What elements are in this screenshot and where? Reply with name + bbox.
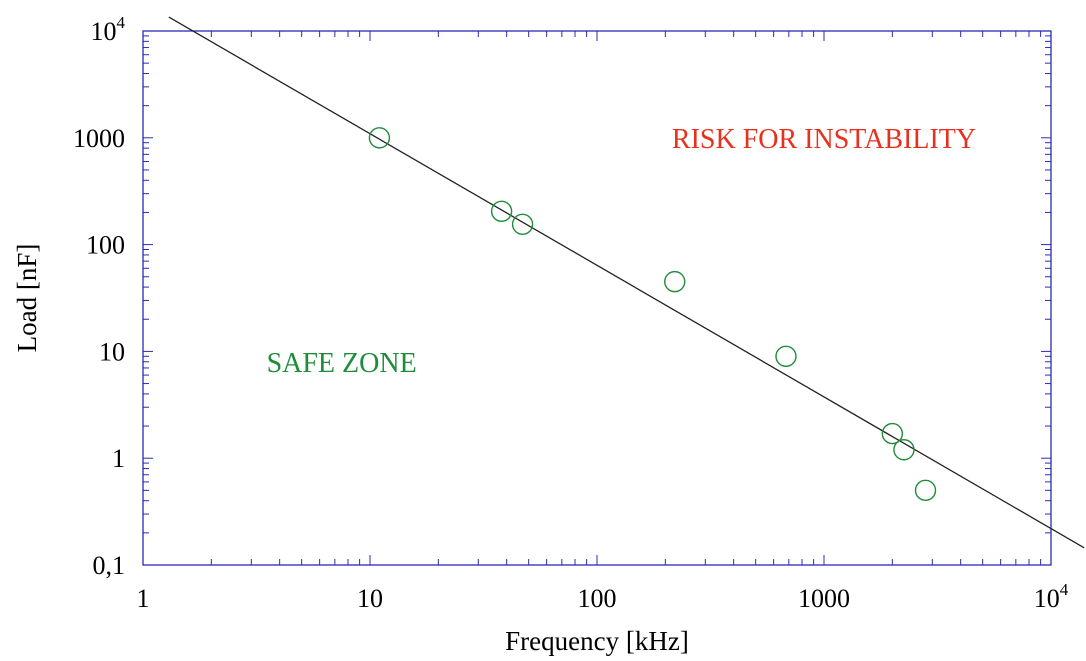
x-axis-title: Frequency [kHz] bbox=[505, 626, 689, 656]
y-axis-title: Load [nF] bbox=[12, 244, 42, 353]
data-point bbox=[881, 422, 904, 445]
annotations: RISK FOR INSTABILITY SAFE ZONE bbox=[267, 124, 977, 379]
x-tick-label: 104 bbox=[1034, 580, 1069, 613]
y-tick-label: 10 bbox=[99, 337, 125, 366]
y-tick-label: 1 bbox=[112, 444, 125, 473]
data-point bbox=[893, 439, 915, 461]
x-minor-ticks bbox=[142, 31, 1042, 565]
data-point bbox=[914, 479, 937, 502]
x-tick-label: 1 bbox=[137, 584, 150, 613]
y-tick-label: 1000 bbox=[73, 124, 125, 153]
y-minor-ticks bbox=[143, 35, 1051, 566]
data-point bbox=[490, 200, 513, 223]
y-tick-labels: 0,1 1 10 100 1000 104 bbox=[73, 13, 126, 580]
plot-frame bbox=[142, 30, 1052, 566]
annotation-safe: SAFE ZONE bbox=[267, 348, 417, 379]
x-tick-label: 100 bbox=[578, 584, 617, 613]
annotation-risk: RISK FOR INSTABILITY bbox=[672, 124, 976, 155]
data-point bbox=[368, 127, 391, 149]
y-tick-label: 100 bbox=[86, 231, 125, 260]
x-tick-label: 10 bbox=[357, 584, 383, 613]
data-point bbox=[511, 213, 534, 235]
plot-border bbox=[142, 30, 1052, 566]
x-tick-labels: 1 10 100 1000 104 bbox=[137, 580, 1069, 613]
y-tick-label: 104 bbox=[91, 13, 126, 46]
y-tick-label: 0,1 bbox=[93, 551, 126, 580]
data-points bbox=[368, 127, 937, 502]
data-point bbox=[664, 270, 686, 293]
x-tick-label: 1000 bbox=[798, 584, 850, 613]
data-point bbox=[775, 345, 797, 367]
fit-line bbox=[168, 16, 1085, 549]
